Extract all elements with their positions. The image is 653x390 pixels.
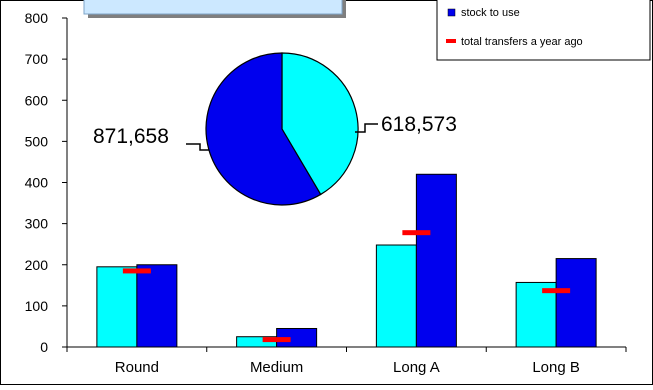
- y-axis: 0 100 200 300 400 500 600 700 800: [25, 10, 68, 355]
- pie-leader-618573: [355, 123, 378, 133]
- x-category-label: Long A: [393, 359, 440, 376]
- legend-swatch-transfers: [446, 39, 456, 43]
- y-tick-label: 0: [40, 339, 48, 355]
- y-tick-label: 200: [25, 257, 49, 273]
- legend-label-stock: stock to use: [461, 7, 520, 19]
- y-tick-label: 800: [25, 10, 49, 26]
- pie-label-618573: 618,573: [381, 113, 457, 136]
- pie-labels: 618,573 871,658: [93, 113, 457, 151]
- legend: stock to use total transfers a year ago: [436, 0, 651, 61]
- x-category-label: Round: [115, 359, 159, 376]
- y-tick-label: 100: [25, 298, 49, 314]
- bar-stock-to-use: [415, 173, 457, 348]
- pie-chart: [205, 52, 359, 206]
- pie-label-871658: 871,658: [93, 125, 169, 148]
- bar-series1: [96, 266, 138, 348]
- legend-label-transfers: total transfers a year ago: [461, 36, 583, 48]
- transfer-marker: [402, 230, 431, 236]
- bar-stock-to-use: [136, 264, 178, 348]
- x-category-label: Long B: [532, 359, 580, 376]
- y-tick-label: 600: [25, 92, 49, 108]
- pie-slice-618573: [281, 52, 359, 196]
- transfer-marker: [542, 288, 571, 294]
- transfer-marker: [122, 268, 151, 274]
- transfer-markers: [122, 230, 571, 343]
- pie-slice-871658: [205, 52, 322, 206]
- legend-swatch-stock: [447, 8, 456, 17]
- bar-stock-to-use: [555, 258, 597, 348]
- y-tick-label: 400: [25, 175, 49, 191]
- legend-box: [436, 0, 651, 61]
- y-tick-label: 700: [25, 51, 49, 67]
- y-tick-label: 500: [25, 133, 49, 149]
- bar-series1: [515, 281, 557, 348]
- bars: [96, 173, 597, 348]
- title-banner: [83, 0, 346, 18]
- transfer-marker: [262, 337, 291, 343]
- pie-leader-871658: [186, 143, 209, 151]
- bar-series1: [375, 244, 417, 348]
- x-category-label: Medium: [250, 359, 303, 376]
- y-tick-label: 300: [25, 216, 49, 232]
